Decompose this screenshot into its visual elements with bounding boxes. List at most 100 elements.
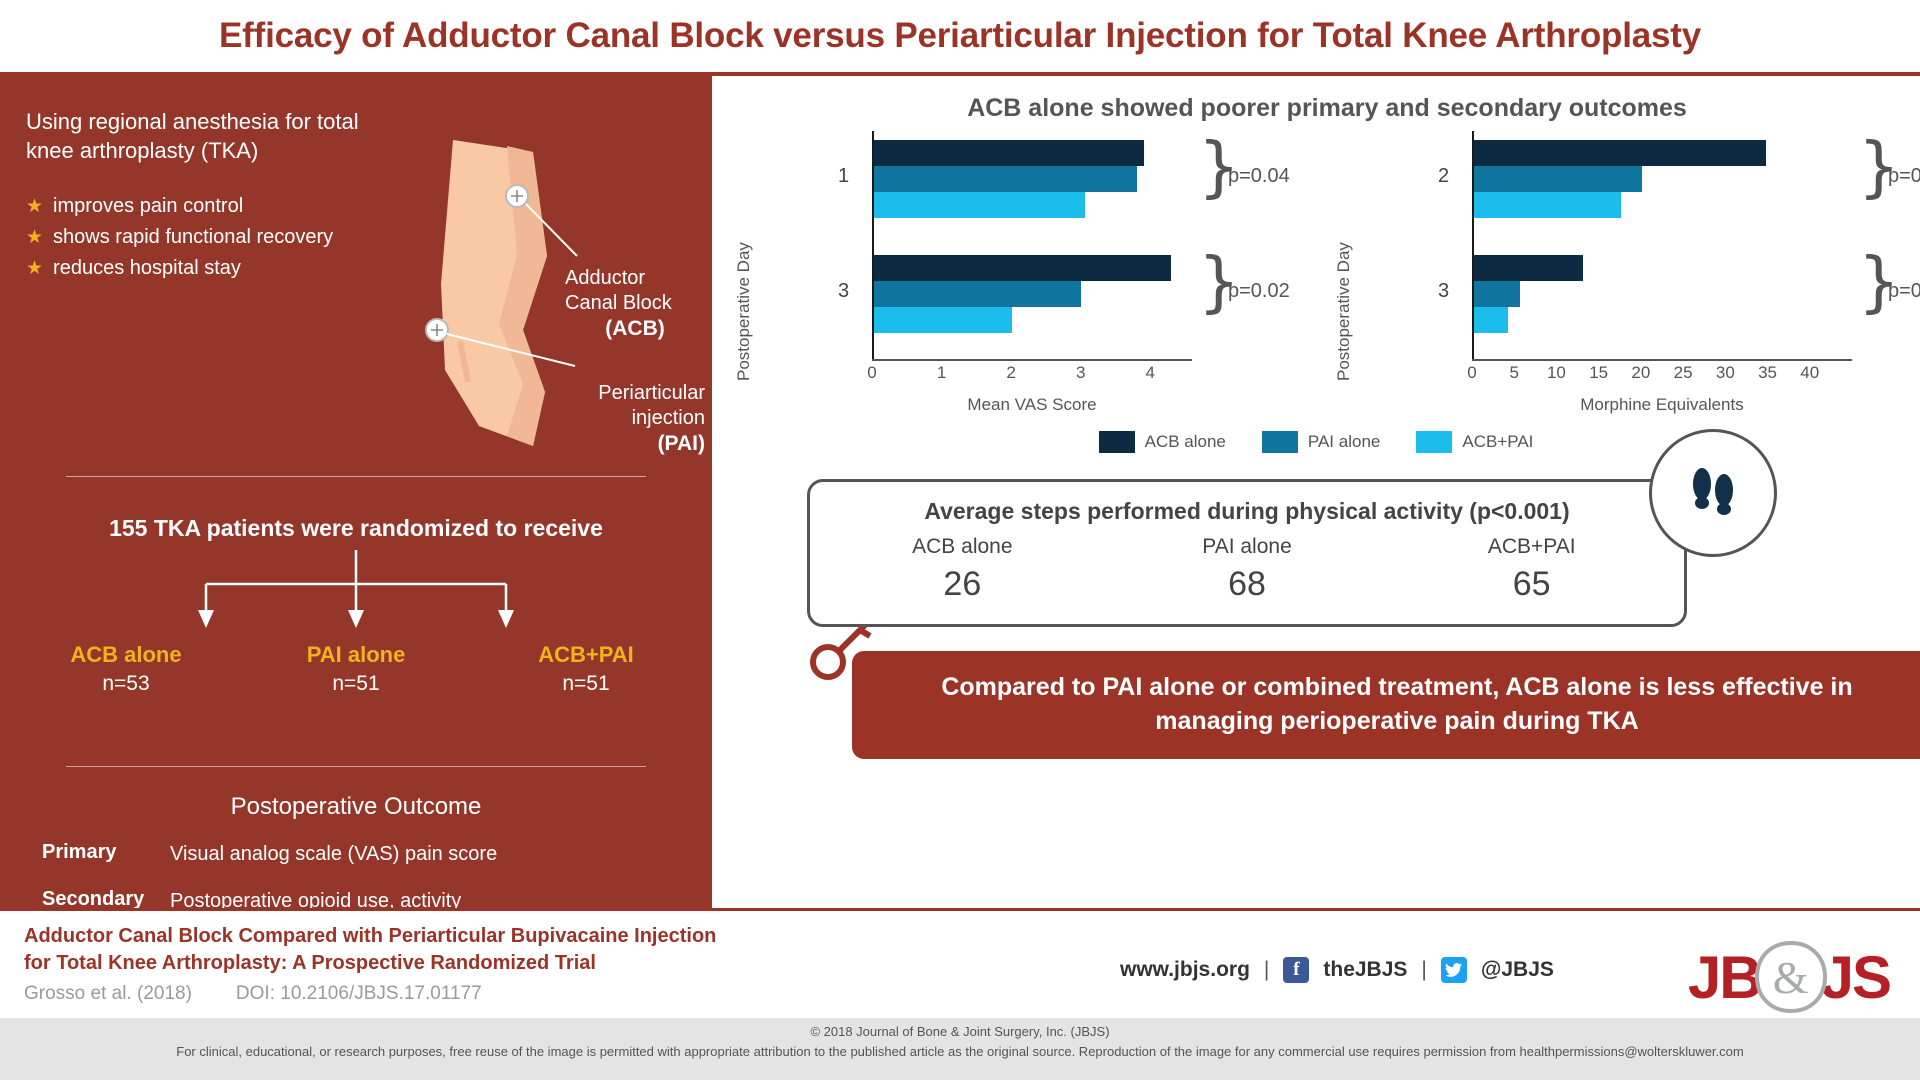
conclusion-banner: Compared to PAI alone or combined treatm… [852, 651, 1920, 759]
website-link[interactable]: www.jbjs.org [1120, 958, 1250, 981]
legend-swatch [1098, 431, 1135, 453]
chart-morphine-plot: 2}p=0.0023}p=0.01 [1438, 131, 1920, 361]
treatment-groups: ACB alone n=53 PAI alone n=51 ACB+PAI n=… [0, 642, 712, 696]
chart-vas: Postoperative Day 1} p=0.04 3} p=0.02 0 1 2 3 4… [712, 131, 1312, 415]
chart-morphine-ylabel: Postoperative Day [1334, 242, 1353, 381]
conclusion-section: Compared to PAI alone or combined treatm… [712, 619, 1920, 759]
steps-label: PAI alone [1202, 535, 1292, 558]
callout-acb-line2: Canal Block [565, 292, 672, 314]
group-name: ACB+PAI [538, 642, 634, 667]
x-tick-label: 40 [1800, 363, 1820, 382]
legend-swatch [1416, 431, 1453, 453]
legend-label: ACB+PAI [1462, 432, 1534, 451]
y-tick-label: 1 [838, 165, 850, 188]
p-value-label: p=0.002 [1888, 165, 1920, 188]
callout-pai: Periarticular injection (PAI) [545, 381, 705, 457]
legal-notice: © 2018 Journal of Bone & Joint Surgery, … [0, 1018, 1920, 1080]
steps-value: 65 [1512, 565, 1551, 603]
bar-acb-alone [1474, 140, 1767, 167]
bar-acb-pai [1474, 307, 1508, 334]
x-tick-label: 15 [1589, 363, 1609, 382]
logo-amp: & [1772, 951, 1809, 1003]
significance-brace: } [1858, 128, 1900, 206]
reuse-policy-line: For clinical, educational, or research p… [176, 1044, 1744, 1059]
chart-vas-plot: 1} p=0.04 3} p=0.02 [838, 131, 1290, 361]
bar-acb-pai [1474, 192, 1621, 219]
group-acb-pai: ACB+PAI n=51 [506, 642, 666, 696]
bar-acb-alone [874, 140, 1144, 167]
callout-acb-line1: Adductor [565, 267, 646, 289]
twitter-icon[interactable] [1440, 957, 1467, 983]
bar-pai-alone [874, 166, 1137, 193]
separator: | [1263, 958, 1270, 981]
chart-vas-ylabel: Postoperative Day [734, 242, 753, 381]
page-title: Efficacy of Adductor Canal Block versus … [219, 16, 1701, 55]
right-panel: ACB alone showed poorer primary and seco… [712, 76, 1920, 908]
callout-pai-line1: Periarticular [598, 382, 705, 404]
x-tick-label: 0 [867, 363, 877, 382]
left-panel: Using regional anesthesia for total knee… [0, 76, 712, 939]
outcome-value: Visual analog scale (VAS) pain score [170, 843, 498, 865]
significance-brace: } [1198, 243, 1240, 321]
knee-diagram-icon [425, 140, 578, 446]
legend-item-pai-alone: PAI alone [1261, 431, 1380, 453]
reference-meta: Grosso et al. (2018) DOI: 10.2106/JBJS.1… [24, 983, 716, 1005]
reference-block: Adductor Canal Block Compared with Peria… [24, 923, 716, 1005]
jbjs-logo: JB & JS [1688, 939, 1892, 1015]
x-tick-label: 35 [1758, 363, 1778, 382]
list-item: ★ shows rapid functional recovery [26, 222, 686, 253]
divider [66, 766, 646, 767]
legend-item-acb-alone: ACB alone [1098, 431, 1226, 453]
steps-col-pai-alone: PAI alone 68 [1105, 535, 1390, 604]
reference-title-line2: for Total Knee Arthroplasty: A Prospecti… [24, 952, 596, 974]
bar-group [874, 255, 1192, 334]
steps-label: ACB alone [912, 535, 1013, 558]
authors: Grosso et al. (2018) [24, 983, 192, 1004]
logo-js: JS [1820, 943, 1892, 1011]
social-links: www.jbjs.org | f theJBJS | @JBJS [1120, 957, 1554, 983]
outcome-label: Primary [42, 841, 117, 863]
steps-col-acb-alone: ACB alone 26 [820, 535, 1105, 604]
bar-acb-alone [1474, 255, 1584, 282]
bar-pai-alone [874, 281, 1082, 308]
legend-swatch [1261, 431, 1298, 453]
y-tick-label: 3 [838, 280, 850, 303]
x-tick-label: 2 [1006, 363, 1016, 382]
steps-columns: ACB alone 26 PAI alone 68 ACB+PAI 65 [820, 535, 1674, 604]
doi[interactable]: DOI: 10.2106/JBJS.17.01177 [235, 983, 482, 1004]
separator: | [1421, 958, 1427, 981]
bullet-label: improves pain control [53, 195, 244, 218]
ring-icon [1754, 941, 1827, 1013]
x-tick-label: 3 [1075, 363, 1086, 382]
x-tick-label: 10 [1546, 363, 1566, 382]
facebook-handle[interactable]: theJBJS [1323, 958, 1408, 981]
x-tick-label: 4 [1145, 363, 1155, 382]
steps-value: 68 [1228, 565, 1266, 603]
group-name: ACB alone [70, 642, 182, 667]
significance-brace: } [1198, 128, 1240, 206]
randomization-tree [0, 550, 712, 640]
outcome-title: Postoperative Outcome [230, 793, 482, 820]
x-tick-label: 25 [1673, 363, 1693, 382]
chart-morphine-xlabel: Morphine Equivalents [1580, 395, 1744, 414]
footsteps-icon [1693, 468, 1733, 515]
x-axis-line [1472, 359, 1852, 361]
charts-row: Postoperative Day 1} p=0.04 3} p=0.02 0 1 2 3 4… [712, 131, 1920, 415]
twitter-handle[interactable]: @JBJS [1480, 958, 1554, 981]
x-tick-label: 5 [1509, 363, 1519, 382]
callout-acb: Adductor Canal Block (ACB) [565, 266, 705, 342]
randomization-block: 155 TKA patients were randomized to rece… [0, 476, 712, 696]
copyright-line: © 2018 Journal of Bone & Joint Surgery, … [810, 1024, 1110, 1039]
star-icon: ★ [26, 258, 44, 280]
group-count: n=51 [332, 672, 380, 695]
bar-acb-pai [874, 307, 1013, 334]
x-tick-label: 30 [1715, 363, 1735, 382]
divider [66, 476, 646, 477]
logo-ampersand-ring: & [1753, 939, 1829, 1015]
bar-acb-alone [874, 255, 1172, 282]
footsteps-badge [1649, 429, 1777, 557]
facebook-icon[interactable]: f [1283, 957, 1310, 983]
key-badge [808, 616, 878, 691]
chart-legend: ACB alone PAI alone ACB+PAI [712, 431, 1920, 453]
